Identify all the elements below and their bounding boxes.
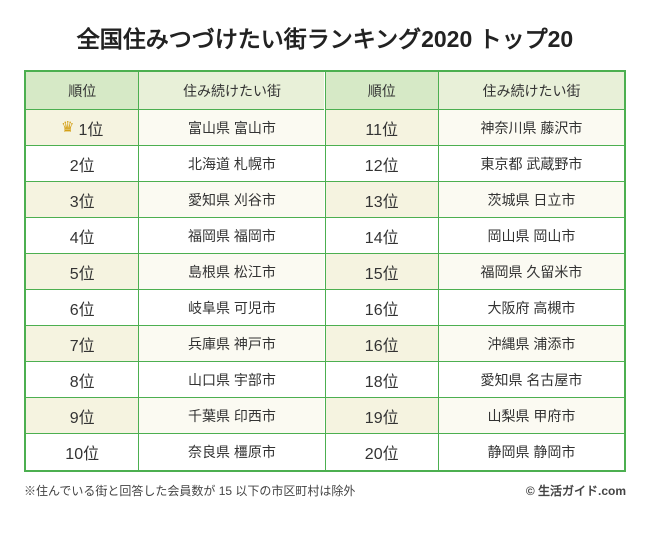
- header-row-left: 順位 住み続けたい街: [26, 72, 325, 110]
- table-row: 19位 山梨県 甲府市: [326, 398, 625, 434]
- table-row: 9位 千葉県 印西市: [26, 398, 325, 434]
- table-row: 18位 愛知県 名古屋市: [326, 362, 625, 398]
- rank-label: 3位: [70, 188, 95, 212]
- city-cell: 福岡県 久留米市: [439, 254, 624, 289]
- table-row: 10位 奈良県 橿原市: [26, 434, 325, 470]
- table-row: 8位 山口県 宇部市: [26, 362, 325, 398]
- rank-cell: 12位: [326, 146, 439, 181]
- rank-label: 20位: [365, 440, 399, 464]
- table-row: 12位 東京都 武蔵野市: [326, 146, 625, 182]
- rank-cell: 13位: [326, 182, 439, 217]
- rank-cell: 10位: [26, 434, 139, 470]
- city-cell: 神奈川県 藤沢市: [439, 110, 624, 145]
- page-title: 全国住みつづけたい街ランキング2020 トップ20: [24, 20, 626, 54]
- table-row: 16位 大阪府 高槻市: [326, 290, 625, 326]
- rank-label: 6位: [70, 296, 95, 320]
- table-row: 11位 神奈川県 藤沢市: [326, 110, 625, 146]
- rank-label: 10位: [65, 440, 99, 464]
- city-cell: 山口県 宇部市: [139, 362, 324, 397]
- city-cell: 東京都 武蔵野市: [439, 146, 624, 181]
- rank-label: 2位: [70, 152, 95, 176]
- header-city: 住み続けたい街: [439, 72, 624, 110]
- city-cell: 山梨県 甲府市: [439, 398, 624, 433]
- city-cell: 富山県 富山市: [139, 110, 324, 145]
- rank-label: 14位: [365, 224, 399, 248]
- city-cell: 北海道 札幌市: [139, 146, 324, 181]
- city-cell: 沖縄県 浦添市: [439, 326, 624, 361]
- city-cell: 茨城県 日立市: [439, 182, 624, 217]
- rank-label: 16位: [365, 332, 399, 356]
- header-rank: 順位: [26, 72, 139, 110]
- rank-label: 9位: [70, 404, 95, 428]
- rank-label: 13位: [365, 188, 399, 212]
- header-city: 住み続けたい街: [139, 72, 324, 110]
- rank-cell: 7位: [26, 326, 139, 361]
- rank-label: 12位: [365, 152, 399, 176]
- rank-cell: 8位: [26, 362, 139, 397]
- rank-cell: 5位: [26, 254, 139, 289]
- rank-cell: 18位: [326, 362, 439, 397]
- table-row: 16位 沖縄県 浦添市: [326, 326, 625, 362]
- rank-cell: 19位: [326, 398, 439, 433]
- rank-label: 16位: [365, 296, 399, 320]
- ranking-table: 順位 住み続けたい街 ♛1位富山県 富山市2位北海道 札幌市3位愛知県 刈谷市4…: [24, 70, 626, 472]
- rank-cell: 3位: [26, 182, 139, 217]
- rank-label: 11位: [365, 116, 398, 140]
- rank-cell: 14位: [326, 218, 439, 253]
- rank-label: 1位: [78, 116, 103, 140]
- city-cell: 岡山県 岡山市: [439, 218, 624, 253]
- rank-cell: 16位: [326, 290, 439, 325]
- city-cell: 大阪府 高槻市: [439, 290, 624, 325]
- right-column: 順位 住み続けたい街 11位 神奈川県 藤沢市 12位 東京都 武蔵野市 13位 茨城県 …: [326, 72, 625, 470]
- table-row: 15位 福岡県 久留米市: [326, 254, 625, 290]
- rank-label: 19位: [365, 404, 399, 428]
- table-row: 7位 兵庫県 神戸市: [26, 326, 325, 362]
- rank-cell: 9位: [26, 398, 139, 433]
- rank-cell: 2位: [26, 146, 139, 181]
- table-row: 2位 北海道 札幌市: [26, 146, 325, 182]
- table-row: 13位 茨城県 日立市: [326, 182, 625, 218]
- header-row-right: 順位 住み続けたい街: [326, 72, 625, 110]
- city-cell: 静岡県 静岡市: [439, 434, 624, 470]
- credit: © 生活ガイド.com: [526, 482, 626, 499]
- rank-label: 15位: [365, 260, 399, 284]
- table-row: 6位 岐阜県 可児市: [26, 290, 325, 326]
- table-row: 14位 岡山県 岡山市: [326, 218, 625, 254]
- rank-label: 5位: [70, 260, 95, 284]
- table-row: 20位 静岡県 静岡市: [326, 434, 625, 470]
- rank-label: 4位: [70, 224, 95, 248]
- city-cell: 岐阜県 可児市: [139, 290, 324, 325]
- table-row: 5位 島根県 松江市: [26, 254, 325, 290]
- city-cell: 愛知県 名古屋市: [439, 362, 624, 397]
- city-cell: 千葉県 印西市: [139, 398, 324, 433]
- table-row: 3位 愛知県 刈谷市: [26, 182, 325, 218]
- rank-cell: 20位: [326, 434, 439, 470]
- rank-label: 8位: [70, 368, 95, 392]
- city-cell: 福岡県 福岡市: [139, 218, 324, 253]
- left-column: 順位 住み続けたい街 ♛1位富山県 富山市2位北海道 札幌市3位愛知県 刈谷市4…: [26, 72, 326, 470]
- footnote: ※住んでいる街と回答した会員数が 15 以下の市区町村は除外: [24, 482, 355, 499]
- rank-label: 7位: [70, 332, 95, 356]
- rank-cell: 15位: [326, 254, 439, 289]
- rank-label: 18位: [365, 368, 399, 392]
- rank-cell: ♛1位: [26, 110, 139, 145]
- rank-cell: 6位: [26, 290, 139, 325]
- header-rank: 順位: [326, 72, 439, 110]
- table-row: 4位 福岡県 福岡市: [26, 218, 325, 254]
- city-cell: 兵庫県 神戸市: [139, 326, 324, 361]
- city-cell: 愛知県 刈谷市: [139, 182, 324, 217]
- footer: ※住んでいる街と回答した会員数が 15 以下の市区町村は除外 © 生活ガイド.c…: [24, 482, 626, 499]
- city-cell: 島根県 松江市: [139, 254, 324, 289]
- table-row: ♛1位富山県 富山市: [26, 110, 325, 146]
- rank-cell: 11位: [326, 110, 439, 145]
- city-cell: 奈良県 橿原市: [139, 434, 324, 470]
- rank-cell: 4位: [26, 218, 139, 253]
- crown-icon: ♛: [61, 118, 74, 136]
- rank-cell: 16位: [326, 326, 439, 361]
